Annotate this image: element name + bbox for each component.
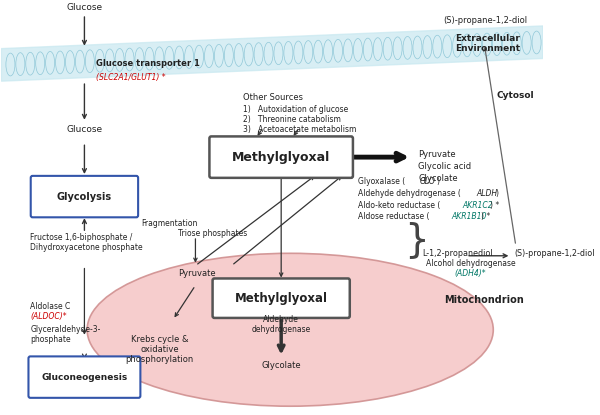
Text: ): ): [436, 177, 439, 186]
Text: Fructose 1,6-biphosphate /: Fructose 1,6-biphosphate /: [30, 233, 133, 242]
FancyBboxPatch shape: [28, 356, 140, 398]
Text: Pyruvate: Pyruvate: [178, 269, 216, 278]
Text: phosphate: phosphate: [30, 334, 71, 344]
Text: GLO: GLO: [419, 177, 435, 186]
Text: Mitochondrion: Mitochondrion: [443, 295, 523, 305]
Text: Glucose: Glucose: [67, 3, 103, 12]
Text: L-1,2-propanediol: L-1,2-propanediol: [422, 249, 493, 258]
Text: (SLC2A1/GLUT1) *: (SLC2A1/GLUT1) *: [96, 73, 166, 82]
Text: ALDH: ALDH: [476, 189, 497, 198]
Text: 3)   Acetoacetate metabolism: 3) Acetoacetate metabolism: [243, 124, 356, 134]
Text: Dihydroxyacetone phosphate: Dihydroxyacetone phosphate: [30, 243, 143, 252]
Text: Glycolysis: Glycolysis: [57, 192, 112, 202]
Text: Methylglyoxal: Methylglyoxal: [235, 292, 328, 305]
Text: Pyruvate: Pyruvate: [418, 150, 456, 159]
FancyBboxPatch shape: [212, 278, 350, 318]
Text: Cytosol: Cytosol: [496, 91, 534, 100]
Text: ): ): [495, 189, 498, 198]
Text: Aldehyde dehydrogenase (: Aldehyde dehydrogenase (: [358, 189, 461, 198]
Text: 2)   Threonine catabolism: 2) Threonine catabolism: [243, 115, 341, 124]
Ellipse shape: [87, 253, 493, 406]
Text: Glyoxalase (: Glyoxalase (: [358, 177, 405, 186]
Text: Aldo-keto reductase (: Aldo-keto reductase (: [358, 200, 440, 210]
Text: (S)-propane-1,2-diol: (S)-propane-1,2-diol: [443, 16, 528, 25]
Text: (ALDOC)*: (ALDOC)*: [30, 312, 67, 321]
FancyBboxPatch shape: [31, 176, 138, 217]
Text: ) *: ) *: [490, 200, 499, 210]
Text: Aldehyde
dehydrogenase: Aldehyde dehydrogenase: [251, 315, 311, 334]
Text: (S)-propane-1,2-diol: (S)-propane-1,2-diol: [514, 249, 595, 258]
Text: Krebs cycle &
oxidative
phosphorylation: Krebs cycle & oxidative phosphorylation: [125, 334, 193, 364]
Text: Glycolate: Glycolate: [262, 361, 301, 370]
Text: AKR1B10: AKR1B10: [452, 212, 487, 221]
Text: Fragmentation: Fragmentation: [141, 219, 197, 228]
Text: Triose phosphates: Triose phosphates: [178, 229, 248, 238]
Text: Other Sources: Other Sources: [243, 93, 303, 102]
Text: Glyceraldehyde-3-: Glyceraldehyde-3-: [30, 325, 101, 334]
Text: AKR1C2: AKR1C2: [463, 200, 493, 210]
Text: Glucose transporter 1: Glucose transporter 1: [96, 59, 200, 68]
Text: Glycolic acid: Glycolic acid: [418, 162, 472, 171]
Text: Aldolase C: Aldolase C: [30, 302, 71, 311]
Text: ) *: ) *: [481, 212, 490, 221]
Text: Alcohol dehydrogenase: Alcohol dehydrogenase: [426, 259, 515, 268]
Polygon shape: [1, 26, 543, 81]
FancyBboxPatch shape: [209, 137, 353, 178]
Text: Glucose: Glucose: [67, 124, 103, 134]
Text: Aldose reductase (: Aldose reductase (: [358, 212, 430, 221]
Text: Extracellular
Environment: Extracellular Environment: [455, 34, 520, 53]
Text: Gluconeogenesis: Gluconeogenesis: [41, 373, 128, 382]
Text: Methylglyoxal: Methylglyoxal: [232, 151, 331, 164]
Text: (ADH4)*: (ADH4)*: [455, 269, 487, 278]
Text: 1)   Autoxidation of glucose: 1) Autoxidation of glucose: [243, 105, 349, 114]
Text: }: }: [404, 221, 429, 259]
Text: Glycolate: Glycolate: [418, 174, 458, 183]
